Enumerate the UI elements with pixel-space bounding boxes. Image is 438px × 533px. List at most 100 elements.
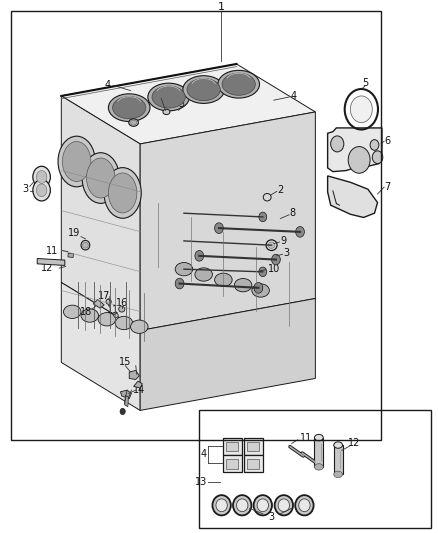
Ellipse shape: [234, 279, 252, 292]
Ellipse shape: [257, 499, 268, 512]
Text: 2: 2: [158, 91, 164, 101]
Ellipse shape: [82, 152, 119, 203]
Circle shape: [33, 180, 50, 201]
Circle shape: [372, 151, 383, 164]
Text: 13: 13: [194, 478, 207, 487]
Ellipse shape: [183, 76, 225, 103]
Text: 15: 15: [119, 358, 131, 367]
Circle shape: [33, 166, 50, 188]
Circle shape: [215, 223, 223, 233]
Ellipse shape: [109, 173, 137, 213]
Ellipse shape: [64, 305, 81, 318]
Text: 10: 10: [268, 264, 280, 274]
Ellipse shape: [106, 299, 111, 304]
Circle shape: [350, 96, 372, 123]
Ellipse shape: [108, 94, 150, 122]
Text: 3: 3: [179, 99, 185, 109]
Circle shape: [254, 282, 263, 293]
Polygon shape: [61, 96, 140, 330]
Text: 1: 1: [218, 2, 225, 12]
Circle shape: [175, 278, 184, 289]
Text: 16: 16: [116, 298, 128, 308]
Ellipse shape: [212, 495, 231, 515]
Text: 6: 6: [385, 136, 391, 146]
Ellipse shape: [104, 167, 141, 219]
Polygon shape: [125, 395, 128, 407]
Circle shape: [331, 136, 344, 152]
Ellipse shape: [131, 320, 148, 334]
Text: 4: 4: [290, 91, 297, 101]
Ellipse shape: [131, 120, 137, 125]
Ellipse shape: [275, 495, 293, 515]
Text: 3: 3: [283, 248, 290, 258]
Ellipse shape: [295, 495, 314, 515]
Text: 11: 11: [107, 305, 119, 315]
Polygon shape: [134, 381, 142, 388]
Bar: [334, 445, 343, 474]
Ellipse shape: [119, 306, 125, 312]
Circle shape: [348, 147, 370, 173]
Ellipse shape: [148, 83, 189, 111]
Circle shape: [370, 140, 379, 150]
Circle shape: [195, 251, 204, 261]
Polygon shape: [61, 64, 315, 144]
Bar: [247, 442, 259, 451]
Bar: [247, 459, 259, 469]
Ellipse shape: [334, 471, 343, 478]
Polygon shape: [328, 176, 378, 217]
Ellipse shape: [58, 136, 95, 187]
Bar: [199, 410, 431, 528]
Text: 17: 17: [98, 291, 110, 301]
Text: 12: 12: [41, 263, 53, 273]
Ellipse shape: [215, 273, 232, 287]
Bar: [244, 455, 263, 472]
Ellipse shape: [268, 242, 275, 248]
Text: 5: 5: [363, 78, 369, 87]
Circle shape: [36, 184, 47, 197]
Text: 19: 19: [67, 229, 80, 238]
Ellipse shape: [263, 193, 271, 201]
Circle shape: [268, 240, 276, 250]
Ellipse shape: [114, 313, 118, 318]
Circle shape: [259, 212, 267, 222]
Ellipse shape: [98, 312, 116, 326]
Ellipse shape: [163, 109, 170, 115]
Ellipse shape: [113, 96, 146, 119]
Ellipse shape: [87, 158, 115, 198]
Polygon shape: [129, 370, 139, 379]
Text: 3: 3: [268, 512, 275, 522]
Bar: [223, 438, 242, 455]
Text: 2: 2: [277, 185, 283, 195]
Text: 12: 12: [348, 439, 360, 448]
Polygon shape: [120, 390, 131, 399]
Circle shape: [259, 267, 267, 277]
Ellipse shape: [152, 86, 185, 108]
Ellipse shape: [314, 434, 323, 441]
Text: 8: 8: [290, 208, 296, 218]
Ellipse shape: [62, 142, 91, 181]
Ellipse shape: [278, 499, 290, 512]
Text: 11: 11: [46, 246, 59, 255]
Ellipse shape: [175, 263, 193, 276]
Ellipse shape: [252, 284, 269, 297]
Bar: [11, 11, 381, 440]
Polygon shape: [328, 128, 382, 172]
Ellipse shape: [115, 317, 133, 329]
Circle shape: [272, 254, 280, 265]
Circle shape: [36, 171, 47, 183]
Polygon shape: [37, 259, 65, 265]
Ellipse shape: [81, 240, 90, 250]
Text: 11: 11: [300, 433, 312, 443]
Ellipse shape: [334, 442, 343, 448]
Ellipse shape: [266, 240, 277, 251]
Ellipse shape: [222, 73, 255, 95]
Text: 9: 9: [281, 236, 287, 246]
Bar: [244, 438, 263, 455]
Polygon shape: [140, 112, 315, 330]
Ellipse shape: [218, 70, 259, 98]
Ellipse shape: [216, 499, 227, 512]
Text: 3: 3: [22, 184, 28, 194]
Text: 4: 4: [104, 80, 110, 90]
Ellipse shape: [233, 495, 251, 515]
Text: 7: 7: [385, 182, 391, 191]
